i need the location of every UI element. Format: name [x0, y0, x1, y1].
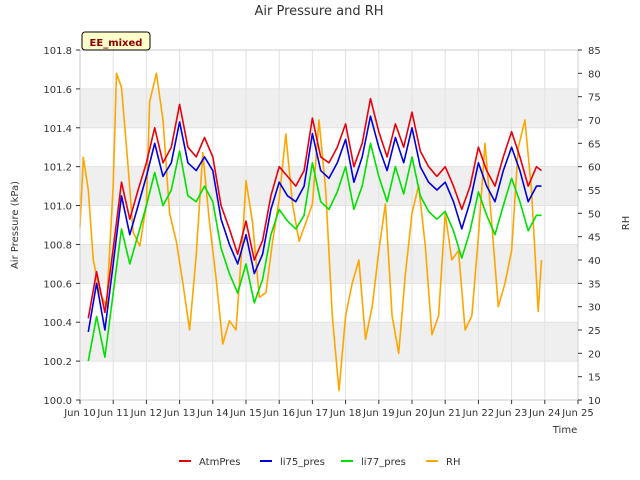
x-tick-label: Jun 19: [362, 408, 395, 419]
y2-tick-label: 10: [588, 396, 601, 407]
x-tick-label: Jun 11: [96, 408, 129, 419]
series-line-rh: [79, 72, 543, 392]
x-tick-label: Jun 18: [329, 408, 362, 419]
y2-tick-label: 80: [588, 69, 601, 80]
site-badge: EE_mixed: [81, 31, 151, 51]
y2-tick-label: 50: [588, 209, 601, 220]
legend-label: li75_pres: [280, 457, 325, 468]
x-tick-label: Jun 20: [395, 408, 428, 419]
y-tick-label: 100.8: [43, 240, 72, 251]
x-tick-label: Jun 24: [528, 408, 561, 419]
legend-label: RH: [446, 457, 460, 468]
y2-axis-label: RH: [621, 216, 632, 230]
x-tick-label: Jun 25: [561, 408, 594, 419]
plot-frame: [79, 49, 579, 401]
y-tick-label: 100.2: [43, 357, 72, 368]
chart-title: Air Pressure and RH: [254, 4, 383, 19]
y-tick-label: 100.6: [43, 279, 72, 290]
x-tick-label: Jun 14: [196, 408, 229, 419]
y2-tick-label: 60: [588, 163, 601, 174]
y2-tick-label: 65: [588, 139, 601, 150]
y2-tick-label: 70: [588, 116, 601, 127]
y2-tick-label: 45: [588, 233, 601, 244]
x-axis-ticks: Jun 10 Jun 11 Jun 12 Jun 13 Jun 14 Jun 15 Jun …: [63, 400, 594, 419]
series-line-li77_pres: [87, 142, 542, 362]
legend: AtmPres li75_pres li77_pres RH: [179, 457, 460, 468]
y-tick-label: 101.0: [43, 202, 72, 213]
x-tick-label: Jun 10: [63, 408, 96, 419]
y-tick-label: 101.4: [43, 124, 72, 135]
series-line-li75_pres: [87, 115, 542, 333]
x-tick-label: Jun 17: [296, 408, 329, 419]
grid-band: [80, 322, 578, 362]
y2-tick-label: 35: [588, 279, 601, 290]
series-line-atmpres: [87, 97, 542, 319]
y2-tick-label: 30: [588, 303, 601, 314]
y-tick-label: 100.0: [43, 396, 72, 407]
y2-tick-label: 40: [588, 256, 601, 267]
x-tick-label: Jun 23: [495, 408, 528, 419]
y-tick-label: 101.2: [43, 163, 72, 174]
y-tick-label: 101.6: [43, 85, 72, 96]
x-tick-label: Jun 22: [462, 408, 495, 419]
x-tick-label: Jun 13: [163, 408, 196, 419]
x-tick-label: Jun 15: [229, 408, 262, 419]
y2-tick-label: 15: [588, 373, 601, 384]
site-badge-label: EE_mixed: [90, 38, 143, 49]
x-tick-label: Jun 16: [262, 408, 295, 419]
y2-axis-ticks: 10 15 20 25 30 35 40 45 50 55 60 65 70 75 80 85: [578, 46, 601, 407]
y-tick-label: 101.8: [43, 46, 72, 57]
y2-tick-label: 55: [588, 186, 601, 197]
legend-label: AtmPres: [199, 457, 240, 468]
y2-tick-label: 25: [588, 326, 601, 337]
y-axis-ticks: 100.0 100.2 100.4 100.6 100.8 101.0 101.2 101.4…: [43, 46, 80, 407]
series-lines: [79, 72, 543, 392]
y-tick-label: 100.4: [43, 318, 72, 329]
y-axis-label: Air Pressure (kPa): [10, 181, 21, 269]
grid-band: [80, 88, 578, 128]
legend-label: li77_pres: [361, 457, 406, 468]
x-tick-label: Jun 21: [428, 408, 461, 419]
x-axis-label: Time: [552, 425, 577, 436]
y2-tick-label: 85: [588, 46, 601, 57]
y2-tick-label: 75: [588, 93, 601, 104]
x-tick-label: Jun 12: [130, 408, 163, 419]
y2-tick-label: 20: [588, 349, 601, 360]
